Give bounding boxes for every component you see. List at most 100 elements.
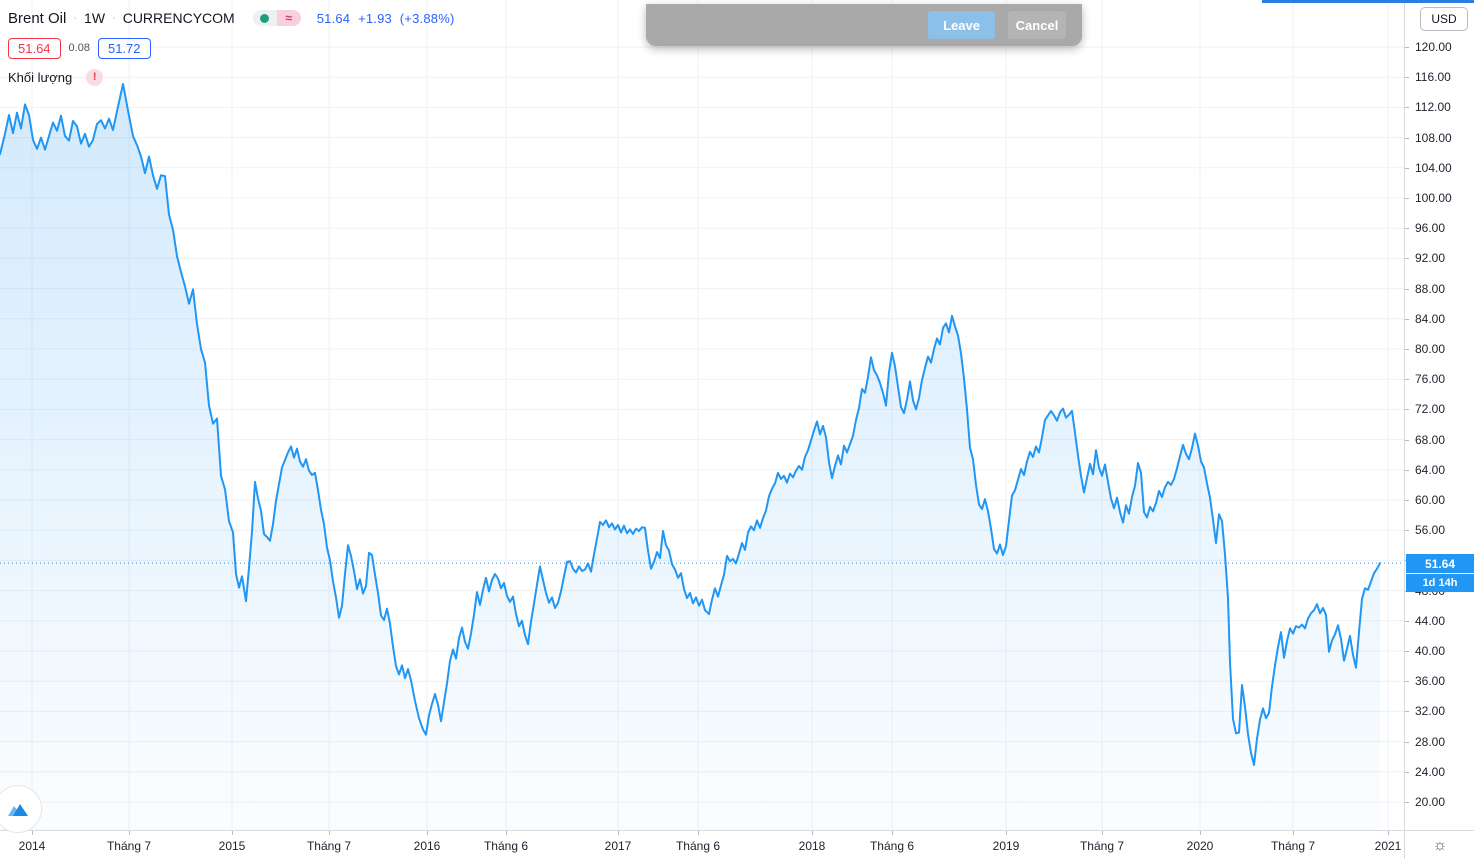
symbol-title[interactable]: Brent Oil: [8, 9, 67, 27]
price-tick-mark: [1405, 409, 1409, 410]
currency-toggle-button[interactable]: USD: [1420, 7, 1468, 31]
price-tick-label: 120.00: [1415, 40, 1452, 54]
time-tick-label: Tháng 7: [106, 839, 152, 853]
approx-data-icon: ≈: [276, 10, 301, 26]
price-tick-label: 68.00: [1415, 433, 1446, 447]
separator-dot: ·: [73, 12, 78, 24]
price-tick-mark: [1405, 289, 1409, 290]
price-tick-label: 80.00: [1415, 342, 1446, 356]
buy-price-button[interactable]: 51.72: [97, 37, 151, 59]
time-tick-mark: [506, 831, 507, 835]
time-tick-label: Tháng 7: [306, 839, 352, 853]
price-tick-mark: [1405, 681, 1409, 682]
price-tick-mark: [1405, 319, 1409, 320]
price-tick-label: 100.00: [1415, 191, 1452, 205]
volume-row: Khối lượng !: [8, 68, 459, 86]
price-tick-label: 24.00: [1415, 765, 1446, 779]
time-tick-label: 2018: [798, 839, 826, 853]
price-tick-label: 108.00: [1415, 131, 1452, 145]
price-tick-label: 56.00: [1415, 523, 1446, 537]
price-tick-label: 112.00: [1415, 100, 1451, 114]
price-tick-label: 104.00: [1415, 161, 1452, 175]
symbol-legend: Brent Oil · 1W · CURRENCYCOM ≈ 51.64 +1.…: [8, 6, 459, 86]
price-tick-mark: [1405, 138, 1409, 139]
price-tick-mark: [1405, 530, 1409, 531]
price-tick-mark: [1405, 440, 1409, 441]
sell-price-button[interactable]: 51.64: [8, 37, 61, 59]
price-tick-label: 76.00: [1415, 372, 1446, 386]
price-change-percent: (+3.88%): [399, 10, 455, 26]
price-line: [0, 83, 1381, 766]
price-tick-mark: [1405, 228, 1409, 229]
chart-plot[interactable]: [0, 0, 1404, 830]
price-tick-label: 72.00: [1415, 402, 1446, 416]
time-tick-mark: [32, 831, 33, 835]
price-tick-label: 44.00: [1415, 614, 1446, 628]
cancel-button[interactable]: Cancel: [1008, 11, 1066, 39]
time-axis[interactable]: 2014 Tháng 7 2015 Tháng 7 2016 Tháng 6 2017 Thá…: [0, 830, 1404, 859]
bid-ask-row: 51.64 0.08 51.72: [8, 37, 459, 59]
price-tick-mark: [1405, 500, 1409, 501]
interval-label[interactable]: 1W: [84, 10, 106, 26]
time-tick-label: 2017: [604, 839, 632, 853]
time-tick-mark: [427, 831, 428, 835]
quote-values: 51.64 +1.93 (+3.88%): [317, 11, 459, 26]
price-tick-mark: [1405, 77, 1409, 78]
price-tick-label: 92.00: [1415, 251, 1446, 265]
time-tick-label: 2019: [992, 839, 1020, 853]
time-tick-mark: [1293, 831, 1294, 835]
time-tick-mark: [1388, 831, 1389, 835]
price-tick-mark: [1405, 802, 1409, 803]
data-status-pill[interactable]: ≈: [252, 10, 301, 26]
time-tick-label: Tháng 7: [1270, 839, 1316, 853]
price-tick-label: 28.00: [1415, 735, 1446, 749]
time-tick-label: 2016: [413, 839, 441, 853]
price-tick-label: 32.00: [1415, 704, 1446, 718]
price-tick-mark: [1405, 651, 1409, 652]
time-tick-mark: [1006, 831, 1007, 835]
mountain-chart-icon: [8, 803, 28, 816]
time-tick-mark: [698, 831, 699, 835]
theme-sun-icon[interactable]: ☼: [1432, 836, 1448, 854]
legend-title-row: Brent Oil · 1W · CURRENCYCOM ≈ 51.64 +1.…: [8, 6, 459, 30]
chart-logo-button[interactable]: [0, 785, 42, 833]
price-tick-mark: [1405, 198, 1409, 199]
price-tick-label: 64.00: [1415, 463, 1446, 477]
price-tick-mark: [1405, 168, 1409, 169]
price-tick-mark: [1405, 47, 1409, 48]
leave-site-dialog: Leave Cancel: [646, 4, 1082, 46]
time-tick-mark: [618, 831, 619, 835]
volume-warning-icon[interactable]: !: [86, 68, 104, 86]
price-tick-label: 88.00: [1415, 282, 1446, 296]
time-tick-label: Tháng 6: [483, 839, 529, 853]
price-tick-mark: [1405, 711, 1409, 712]
price-tick-label: 36.00: [1415, 674, 1446, 688]
price-tick-mark: [1405, 742, 1409, 743]
last-price: 51.64: [316, 10, 351, 26]
time-tick-label: Tháng 6: [869, 839, 915, 853]
time-tick-mark: [812, 831, 813, 835]
price-change: +1.93: [358, 10, 392, 26]
area-fill: [0, 84, 1380, 830]
time-tick-mark: [129, 831, 130, 835]
volume-label[interactable]: Khối lượng: [8, 69, 73, 85]
time-tick-mark: [1102, 831, 1103, 835]
loading-progress-strip: [1262, 0, 1474, 3]
price-tick-mark: [1405, 349, 1409, 350]
separator-dot: ·: [112, 12, 116, 24]
time-tick-mark: [329, 831, 330, 835]
price-tick-label: 84.00: [1415, 312, 1446, 326]
time-tick-label: 2020: [1186, 839, 1214, 853]
price-axis[interactable]: USD 120.00 116.00 112.00 108.00 104.00 100.00…: [1404, 0, 1474, 830]
leave-button[interactable]: Leave: [928, 11, 995, 39]
market-status-icon: [260, 13, 270, 23]
exchange-label[interactable]: CURRENCYCOM: [122, 10, 235, 26]
time-tick-label: Tháng 7: [1079, 839, 1125, 853]
price-tick-label: 96.00: [1415, 221, 1446, 235]
price-tick-label: 116.00: [1415, 70, 1451, 84]
time-tick-label: 2015: [218, 839, 246, 853]
market-status-segment: [252, 10, 277, 26]
spread-value: 0.08: [68, 42, 90, 54]
price-tick-mark: [1405, 470, 1409, 471]
